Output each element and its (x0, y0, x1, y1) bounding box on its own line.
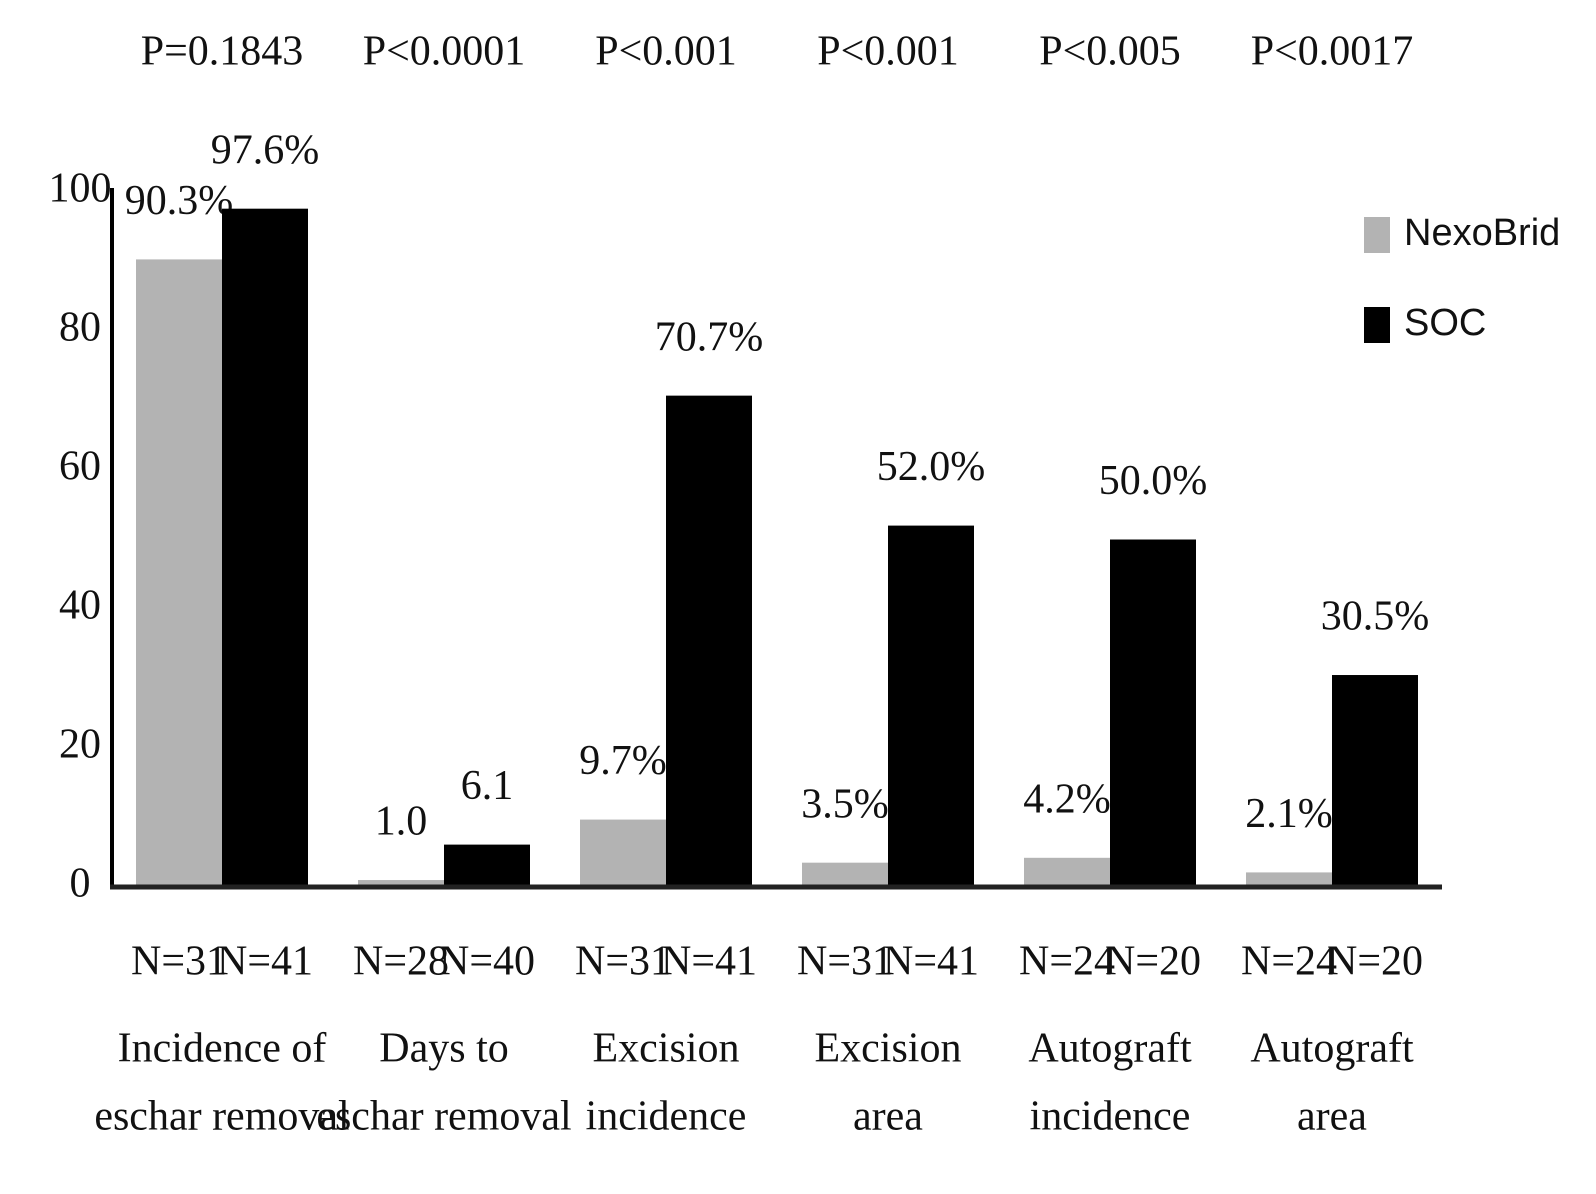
n-label: N=31 (131, 939, 227, 985)
value-label: 52.0% (877, 444, 986, 490)
y-tick-label: 100 (49, 166, 112, 212)
n-label: N=40 (439, 939, 535, 985)
n-label: N=28 (353, 939, 449, 985)
n-label: N=20 (1105, 939, 1201, 985)
p-value: P<0.0017 (1251, 29, 1414, 75)
n-label: N=41 (883, 939, 979, 985)
value-label: 97.6% (211, 127, 320, 173)
bar (1024, 857, 1110, 887)
y-tick-label: 60 (59, 444, 101, 490)
bar (444, 844, 530, 887)
x-tick-label: area (1297, 1094, 1367, 1140)
p-value: P<0.005 (1039, 29, 1181, 75)
n-label: N=24 (1019, 939, 1115, 985)
value-label: 6.1 (461, 763, 514, 809)
y-tick-label: 0 (70, 861, 91, 907)
legend-swatch (1364, 307, 1390, 343)
value-label: 90.3% (125, 178, 234, 224)
x-tick-label: Excision (593, 1026, 740, 1072)
value-label: 50.0% (1099, 458, 1208, 504)
x-tick-label: incidence (1030, 1094, 1191, 1140)
y-tick-label: 80 (59, 305, 101, 351)
n-label: N=20 (1327, 939, 1423, 985)
p-value: P<0.0001 (363, 29, 526, 75)
bar (358, 880, 444, 887)
value-label: 70.7% (655, 314, 764, 360)
value-label: 9.7% (579, 738, 667, 784)
bar (802, 862, 888, 887)
x-tick-label: Days to (379, 1026, 509, 1072)
n-label: N=24 (1241, 939, 1337, 985)
n-label: N=31 (797, 939, 893, 985)
legend-swatch (1364, 217, 1390, 253)
legend-text: SOC (1404, 302, 1486, 344)
x-tick-label: eschar removal (94, 1094, 349, 1140)
x-tick-label: Excision (815, 1026, 962, 1072)
p-value: P<0.001 (817, 29, 959, 75)
x-tick-label: incidence (586, 1094, 747, 1140)
value-label: 30.5% (1321, 594, 1430, 640)
bar (888, 525, 974, 887)
n-label: N=41 (217, 939, 313, 985)
bar (222, 208, 308, 887)
bar (580, 819, 666, 887)
value-label: 4.2% (1023, 776, 1111, 822)
x-tick-label: Incidence of (118, 1026, 327, 1072)
bar (1110, 539, 1196, 887)
x-tick-label: Autograft (1250, 1026, 1414, 1072)
value-label: 1.0 (375, 799, 428, 845)
n-label: N=31 (575, 939, 671, 985)
value-label: 2.1% (1245, 791, 1333, 837)
n-label: N=41 (661, 939, 757, 985)
x-tick-label: eschar removal (316, 1094, 571, 1140)
bar (1332, 675, 1418, 887)
y-tick-label: 40 (59, 583, 101, 629)
y-tick-label: 20 (59, 722, 101, 768)
legend-text: NexoBrid (1404, 212, 1560, 254)
p-value: P<0.001 (595, 29, 737, 75)
value-label: 3.5% (801, 781, 889, 827)
p-value: P=0.1843 (141, 29, 304, 75)
x-tick-label: Autograft (1028, 1026, 1192, 1072)
bar (136, 259, 222, 887)
bar (1246, 872, 1332, 887)
x-tick-label: area (853, 1094, 923, 1140)
bar (666, 395, 752, 887)
